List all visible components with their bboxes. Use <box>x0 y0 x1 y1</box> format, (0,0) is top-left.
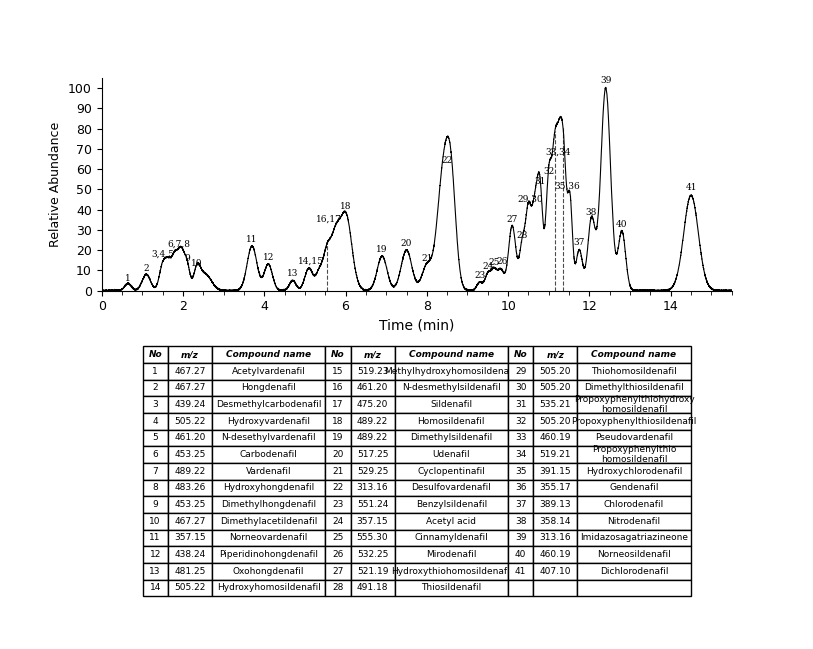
Text: 18: 18 <box>340 202 351 210</box>
Text: 31: 31 <box>534 177 546 186</box>
Text: 13: 13 <box>287 269 298 278</box>
Text: 1: 1 <box>125 275 131 284</box>
Text: 28: 28 <box>517 231 528 240</box>
X-axis label: Time (min): Time (min) <box>379 319 454 333</box>
Text: 38: 38 <box>586 208 597 217</box>
Text: 33,34: 33,34 <box>545 148 571 157</box>
Text: 12: 12 <box>263 253 274 262</box>
Text: 20: 20 <box>401 239 412 248</box>
Text: 24: 24 <box>482 262 493 271</box>
Text: 32: 32 <box>543 167 554 176</box>
Text: 10: 10 <box>191 259 203 268</box>
Text: 37: 37 <box>574 238 585 247</box>
Text: 6,7,8: 6,7,8 <box>167 240 190 249</box>
Text: 23: 23 <box>474 271 485 280</box>
Text: 16,17: 16,17 <box>316 215 342 224</box>
Text: 26: 26 <box>497 257 507 266</box>
Text: 35,36: 35,36 <box>554 181 580 190</box>
Text: 41: 41 <box>685 183 697 192</box>
Text: 11: 11 <box>246 235 258 244</box>
Text: 22: 22 <box>441 156 453 165</box>
Text: 21: 21 <box>421 254 433 263</box>
Text: 39: 39 <box>600 76 611 85</box>
Text: 25: 25 <box>488 258 500 267</box>
Text: 3,4,5: 3,4,5 <box>151 250 174 259</box>
Text: 27: 27 <box>506 215 518 224</box>
Y-axis label: Relative Abundance: Relative Abundance <box>50 121 63 247</box>
Text: 9: 9 <box>184 254 190 263</box>
Text: 40: 40 <box>616 220 628 228</box>
Text: 29,30: 29,30 <box>518 195 543 203</box>
Text: 14,15: 14,15 <box>298 256 324 265</box>
Text: 2: 2 <box>144 264 149 273</box>
Text: 19: 19 <box>376 245 388 254</box>
